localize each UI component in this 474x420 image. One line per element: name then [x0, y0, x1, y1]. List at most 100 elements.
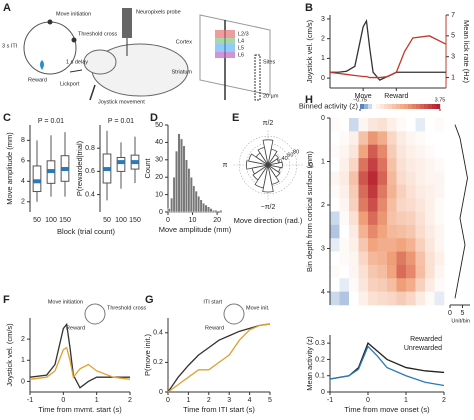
y-tick-label: 3	[321, 16, 325, 23]
task-schematic: A Move initiation Threshold cross 3 s IT…	[2, 2, 279, 106]
panel-letter: G	[145, 294, 154, 306]
label: L2/3	[238, 31, 249, 37]
heat-cell	[387, 118, 397, 132]
heat-cell	[349, 278, 359, 292]
heat-cell	[339, 238, 350, 252]
heat-cell	[358, 171, 369, 186]
label: L4	[238, 38, 244, 44]
heat-cell	[425, 171, 435, 186]
heat-cell	[387, 278, 397, 292]
heat-cell	[349, 238, 359, 252]
heat-cell	[368, 238, 378, 252]
y-tick-label: 0	[159, 209, 163, 216]
heat-cell	[406, 118, 416, 132]
inset-label: Reward	[205, 325, 224, 331]
heat-cell	[330, 264, 340, 279]
y-axis-label: Joystick vel. (cm/s)	[5, 323, 14, 387]
heat-cell	[330, 144, 340, 159]
heat-cell	[368, 118, 378, 132]
heat-cell	[415, 198, 426, 212]
y-tick-label: 2	[321, 202, 325, 209]
median	[117, 160, 125, 165]
colorbar-tick-label: 3.75	[435, 97, 446, 103]
rose-petal	[267, 164, 281, 173]
y2-axis-label: Mean lick rate (Hz)	[462, 20, 471, 83]
heat-cell	[387, 144, 397, 159]
heat-cell	[339, 118, 350, 132]
heat-cell	[339, 171, 350, 186]
box	[116, 156, 126, 172]
y-tick-label: 0	[321, 115, 325, 122]
colorbar-step	[400, 104, 405, 109]
colorbar-step	[408, 104, 413, 109]
heat-cell	[396, 198, 407, 212]
y-tick-label: 0.1	[315, 373, 325, 380]
heat-cell	[377, 171, 388, 186]
x-tick-label: 0	[166, 217, 170, 224]
heat-cell	[368, 264, 378, 279]
heat-cell	[415, 184, 426, 199]
heat-cell	[434, 291, 445, 306]
heat-cell	[368, 198, 378, 212]
y-tick-label: 4	[21, 178, 25, 185]
heat-cell	[434, 171, 445, 186]
reward-drop	[40, 60, 44, 70]
heat-cell	[368, 278, 378, 292]
heat-cell	[425, 278, 435, 292]
heat-cell	[358, 278, 369, 292]
heat-cell	[349, 211, 359, 226]
heat-cell	[377, 291, 388, 306]
loop-node	[47, 19, 53, 25]
colorbar-step	[368, 104, 373, 109]
line-series	[29, 322, 130, 389]
colorbar-step	[432, 104, 437, 109]
annotation: P = 0.01	[38, 118, 64, 125]
colorbar-step	[404, 104, 409, 109]
heat-cell	[330, 158, 340, 172]
heat-cell	[368, 158, 378, 172]
label: Neuropixels probe	[136, 9, 181, 15]
heat-cell	[434, 278, 445, 292]
heat-cell	[425, 211, 435, 226]
heat-cell	[358, 211, 369, 226]
x-tick-label: 10	[189, 217, 197, 224]
heat-cell	[349, 131, 359, 146]
heat-cell	[339, 184, 350, 199]
heat-cell	[425, 131, 435, 146]
hist-bar	[219, 210, 223, 213]
unit-count-line	[454, 124, 468, 299]
heat-cell	[330, 131, 340, 146]
x-tick-label: 2	[128, 397, 132, 404]
heat-cell	[425, 118, 435, 132]
brain-section	[199, 14, 271, 96]
colorbar-tick-label: −0.75	[353, 97, 367, 103]
x-tick-label: 0	[448, 310, 452, 317]
x-tick-label: 1	[404, 397, 408, 404]
heat-cell	[425, 251, 435, 266]
colorbar-step	[372, 104, 377, 109]
label: Lickport	[60, 81, 80, 87]
heat-cell	[377, 144, 388, 159]
x-tick-label: 0	[166, 397, 170, 404]
x-tick-label: 5	[461, 310, 465, 317]
y-tick-label: 0.4	[153, 330, 163, 337]
inset-label: Move init.	[246, 305, 270, 311]
heat-cell	[349, 251, 359, 266]
heat-cell	[425, 224, 435, 239]
heat-cell	[396, 251, 407, 266]
hist-bar	[204, 204, 208, 213]
heat-cell	[396, 291, 407, 306]
y-tick-label: 40	[155, 139, 163, 146]
y-axis-label: Move amplitude (mm)	[5, 132, 14, 205]
median	[103, 167, 111, 172]
heat-cell	[387, 171, 397, 186]
median	[47, 169, 55, 174]
heat-cell	[358, 224, 369, 239]
heat-cell	[415, 144, 426, 159]
colorbar-step	[388, 104, 393, 109]
x-tick-label: 50	[33, 217, 41, 224]
hist-bar	[175, 150, 179, 213]
y-tick-label: 0.6	[85, 168, 95, 175]
rose-petal	[267, 161, 283, 169]
heat-cell	[415, 251, 426, 266]
